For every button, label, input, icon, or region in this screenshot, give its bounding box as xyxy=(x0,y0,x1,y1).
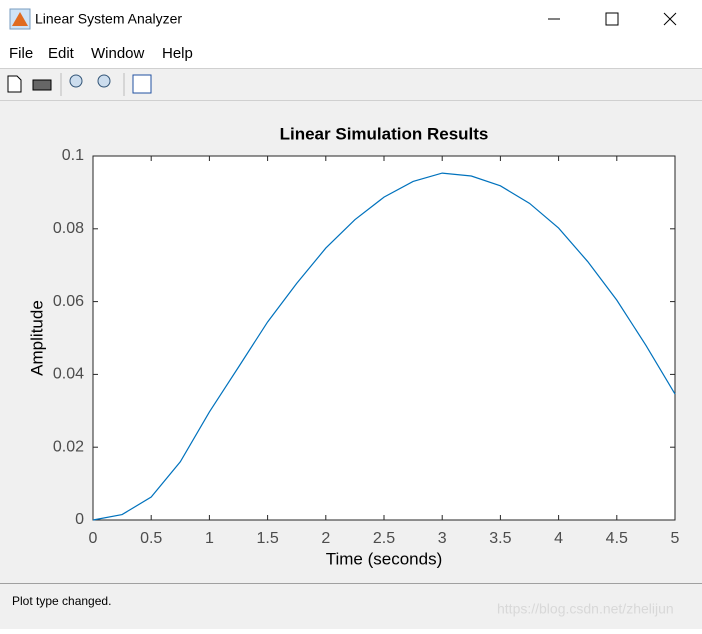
zoom-in-button[interactable] xyxy=(69,74,83,88)
x-tick-label: 1 xyxy=(205,530,214,547)
app-icon xyxy=(9,8,31,30)
chart-title: Linear Simulation Results xyxy=(280,124,489,143)
menu-item[interactable]: Window xyxy=(91,45,145,62)
x-tick-label: 0.5 xyxy=(140,530,162,547)
print-button[interactable] xyxy=(32,79,52,91)
x-tick-label: 3.5 xyxy=(489,530,511,547)
x-tick-label: 1.5 xyxy=(256,530,278,547)
title-menu-area xyxy=(0,0,702,68)
watermark: https://blog.csdn.net/zhelijun xyxy=(497,601,674,617)
x-tick-label: 3 xyxy=(438,530,447,547)
data-line xyxy=(92,172,676,521)
window-title: Linear System Analyzer xyxy=(35,11,182,27)
maximize-button[interactable] xyxy=(605,12,619,26)
y-tick-label: 0 xyxy=(75,511,84,528)
legend-button[interactable] xyxy=(132,74,152,94)
y-tick-label: 0.06 xyxy=(53,293,84,310)
zoom-out-button[interactable] xyxy=(97,74,111,88)
new-button[interactable] xyxy=(7,75,22,93)
y-axis-label: Amplitude xyxy=(27,300,46,376)
y-tick-label: 0.02 xyxy=(53,438,84,455)
x-axis-label: Time (seconds) xyxy=(326,549,443,568)
y-tick-label: 0.1 xyxy=(62,147,84,164)
toolbar xyxy=(7,73,152,96)
menu-item[interactable]: File xyxy=(9,45,33,62)
x-tick-label: 5 xyxy=(671,530,680,547)
menu-item[interactable]: Help xyxy=(162,45,193,62)
x-tick-label: 2.5 xyxy=(373,530,395,547)
x-tick-label: 4.5 xyxy=(606,530,628,547)
window-controls[interactable] xyxy=(548,12,677,26)
x-tick-label: 2 xyxy=(321,530,330,547)
x-tick-label: 0 xyxy=(89,530,98,547)
x-tick-label: 4 xyxy=(554,530,563,547)
y-tick-label: 0.04 xyxy=(53,366,84,383)
close-button[interactable] xyxy=(663,12,677,26)
menu-item[interactable]: Edit xyxy=(48,45,75,62)
y-tick-label: 0.08 xyxy=(53,220,84,237)
status-text: Plot type changed. xyxy=(12,594,111,608)
icon-shape xyxy=(12,12,28,26)
axes-box xyxy=(92,155,676,521)
plot-area xyxy=(93,156,675,520)
